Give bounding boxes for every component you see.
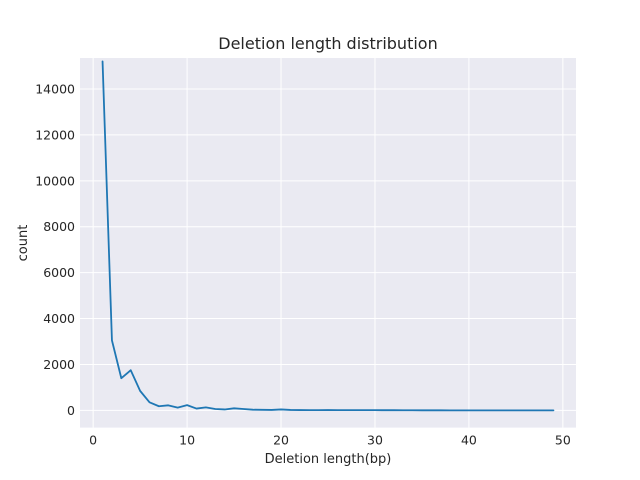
x-tick-label: 0 [89, 433, 97, 448]
x-tick-label: 30 [367, 433, 383, 448]
y-tick-label: 14000 [35, 81, 75, 96]
x-tick-label: 20 [273, 433, 289, 448]
grid [80, 58, 576, 428]
y-tick-label: 12000 [35, 127, 75, 142]
y-tick-label: 8000 [43, 219, 75, 234]
x-tick-label: 50 [555, 433, 571, 448]
y-ticks: 0 2000 4000 6000 8000 10000 12000 14000 [35, 81, 75, 417]
chart-title: Deletion length distribution [218, 34, 437, 53]
y-axis-label: count [16, 225, 31, 262]
plot-background [80, 58, 576, 428]
y-tick-label: 10000 [35, 173, 75, 188]
y-tick-label: 0 [67, 403, 75, 418]
y-tick-label: 6000 [43, 265, 75, 280]
x-tick-label: 40 [461, 433, 477, 448]
y-tick-label: 2000 [43, 357, 75, 372]
x-ticks: 0 10 20 30 40 50 [89, 433, 571, 448]
x-tick-label: 10 [179, 433, 195, 448]
x-axis-label: Deletion length(bp) [265, 452, 392, 467]
series-line [101, 60, 555, 412]
y-tick-label: 4000 [43, 311, 75, 326]
series-layer [101, 60, 555, 412]
